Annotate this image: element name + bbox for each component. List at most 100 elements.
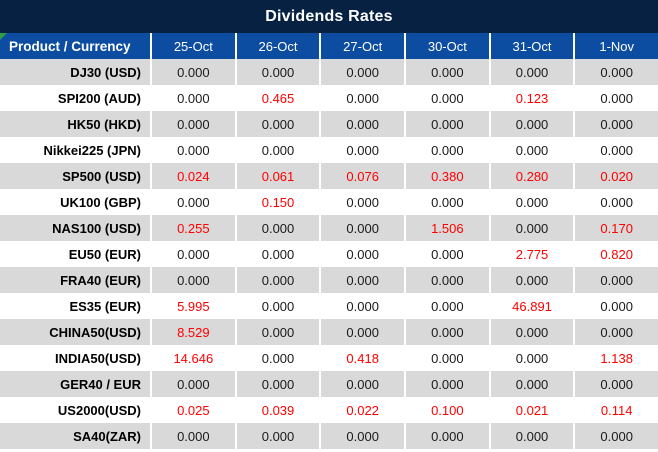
dividend-value-cell: 0.000 [488, 345, 574, 371]
dividend-value-cell: 5.995 [150, 293, 235, 319]
dividend-value-cell: 0.000 [234, 137, 320, 163]
product-label: EU50 (EUR) [68, 246, 141, 262]
dividend-value-cell: 0.000 [404, 111, 489, 137]
dividend-value-cell: 0.000 [573, 85, 658, 111]
dividend-value-cell: 0.000 [234, 241, 320, 267]
dividend-value-cell: 0.000 [234, 423, 320, 449]
dividend-value-cell: 0.020 [573, 163, 658, 189]
table-row: US2000(USD) 0.025 0.039 0.022 0.100 0.021 0.11… [0, 397, 658, 423]
dividend-value-cell: 0.100 [404, 397, 489, 423]
table-row: NAS100 (USD) 0.255 0.000 0.000 1.506 0.000 0.1… [0, 215, 658, 241]
product-label: INDIA50(USD) [55, 350, 141, 366]
dividend-value-cell: 0.000 [150, 241, 235, 267]
corner-flag-icon [0, 33, 7, 40]
dividend-value-cell: 0.000 [488, 189, 574, 215]
dividend-value-cell: 0.000 [150, 267, 235, 293]
dividend-value-cell: 0.000 [150, 111, 235, 137]
table-row: UK100 (GBP) 0.000 0.150 0.000 0.000 0.000 0.00… [0, 189, 658, 215]
dividend-value-cell: 0.000 [573, 293, 658, 319]
dividend-value-cell: 0.000 [150, 423, 235, 449]
product-label: UK100 (GBP) [60, 194, 141, 210]
dividend-value-cell: 0.000 [404, 267, 489, 293]
column-header-date: 27-Oct [319, 33, 404, 59]
dividend-value-cell: 0.000 [234, 111, 320, 137]
dividend-value-cell: 0.000 [488, 137, 574, 163]
column-header-date: 25-Oct [150, 33, 235, 59]
product-label: SPI200 (AUD) [57, 90, 141, 106]
dividend-value-cell: 0.000 [488, 267, 574, 293]
product-label: GER40 / EUR [60, 376, 141, 392]
dividend-value-cell: 0.000 [404, 345, 489, 371]
table-row: DJ30 (USD) 0.000 0.000 0.000 0.000 0.000 0.000 [0, 59, 658, 85]
dividend-value-cell: 46.891 [488, 293, 574, 319]
dividend-value-cell: 0.820 [573, 241, 658, 267]
dividend-value-cell: 0.000 [319, 137, 404, 163]
table-row: Nikkei225 (JPN) 0.000 0.000 0.000 0.000 0.000… [0, 137, 658, 163]
column-header-product-currency: Product / Currency [9, 38, 131, 54]
dividend-value-cell: 0.000 [488, 319, 574, 345]
dividend-value-cell: 0.000 [319, 293, 404, 319]
product-label: DJ30 (USD) [70, 64, 141, 80]
table-header-row: Product / Currency 25-Oct 26-Oct 27-Oct … [0, 33, 658, 59]
dividend-value-cell: 0.000 [319, 59, 404, 85]
dividend-value-cell: 1.138 [573, 345, 658, 371]
dividend-value-cell: 0.000 [404, 241, 489, 267]
dividend-value-cell: 0.000 [319, 241, 404, 267]
dividend-value-cell: 0.039 [234, 397, 320, 423]
dividend-value-cell: 0.000 [573, 59, 658, 85]
table-row: HK50 (HKD) 0.000 0.000 0.000 0.000 0.000 0.000 [0, 111, 658, 137]
dividend-value-cell: 1.506 [404, 215, 489, 241]
column-header-date: 30-Oct [404, 33, 489, 59]
product-label: CHINA50(USD) [49, 324, 141, 340]
table-row: SPI200 (AUD) 0.000 0.465 0.000 0.000 0.123 0.0… [0, 85, 658, 111]
product-label: SP500 (USD) [62, 168, 141, 184]
dividend-value-cell: 0.000 [573, 111, 658, 137]
table-row: FRA40 (EUR) 0.000 0.000 0.000 0.000 0.000 0.00… [0, 267, 658, 293]
dividend-value-cell: 0.150 [234, 189, 320, 215]
dividend-value-cell: 0.000 [319, 267, 404, 293]
column-header-date: 1-Nov [573, 33, 658, 59]
dividend-value-cell: 0.000 [150, 137, 235, 163]
dividend-value-cell: 0.000 [488, 423, 574, 449]
dividend-value-cell: 0.025 [150, 397, 235, 423]
table-row: INDIA50(USD) 14.646 0.000 0.418 0.000 0.000 1.… [0, 345, 658, 371]
product-label: NAS100 (USD) [52, 220, 141, 236]
dividend-value-cell: 0.280 [488, 163, 574, 189]
dividend-value-cell: 0.000 [234, 371, 320, 397]
dividend-value-cell: 0.000 [319, 423, 404, 449]
dividend-value-cell: 0.170 [573, 215, 658, 241]
dividend-value-cell: 14.646 [150, 345, 235, 371]
dividend-value-cell: 0.061 [234, 163, 320, 189]
column-header-date: 31-Oct [488, 33, 574, 59]
dividend-value-cell: 0.000 [234, 293, 320, 319]
table-row: SP500 (USD) 0.024 0.061 0.076 0.380 0.280 0.02… [0, 163, 658, 189]
dividend-value-cell: 0.000 [150, 189, 235, 215]
dividend-value-cell: 0.000 [404, 59, 489, 85]
dividend-value-cell: 8.529 [150, 319, 235, 345]
dividend-value-cell: 0.000 [404, 423, 489, 449]
dividend-value-cell: 0.000 [234, 319, 320, 345]
dividend-value-cell: 0.076 [319, 163, 404, 189]
table-row: EU50 (EUR) 0.000 0.000 0.000 0.000 2.775 0.820 [0, 241, 658, 267]
product-label: ES35 (EUR) [69, 298, 141, 314]
dividend-value-cell: 0.021 [488, 397, 574, 423]
dividend-value-cell: 0.000 [573, 137, 658, 163]
page-title: Dividends Rates [0, 0, 658, 33]
dividend-value-cell: 0.380 [404, 163, 489, 189]
dividend-value-cell: 0.000 [404, 189, 489, 215]
dividend-value-cell: 0.123 [488, 85, 574, 111]
product-label: US2000(USD) [57, 402, 141, 418]
dividend-value-cell: 0.000 [234, 345, 320, 371]
dividend-value-cell: 0.418 [319, 345, 404, 371]
dividend-value-cell: 0.000 [573, 189, 658, 215]
dividend-value-cell: 0.000 [150, 371, 235, 397]
table-row: ES35 (EUR) 5.995 0.000 0.000 0.000 46.891 0.00… [0, 293, 658, 319]
product-label: SA40(ZAR) [73, 428, 141, 444]
dividend-value-cell: 0.114 [573, 397, 658, 423]
dividend-value-cell: 0.000 [319, 319, 404, 345]
dividend-value-cell: 0.000 [234, 59, 320, 85]
table-row: GER40 / EUR 0.000 0.000 0.000 0.000 0.000 0.00… [0, 371, 658, 397]
dividend-value-cell: 0.000 [319, 215, 404, 241]
dividend-value-cell: 0.000 [488, 215, 574, 241]
dividend-value-cell: 0.000 [404, 85, 489, 111]
